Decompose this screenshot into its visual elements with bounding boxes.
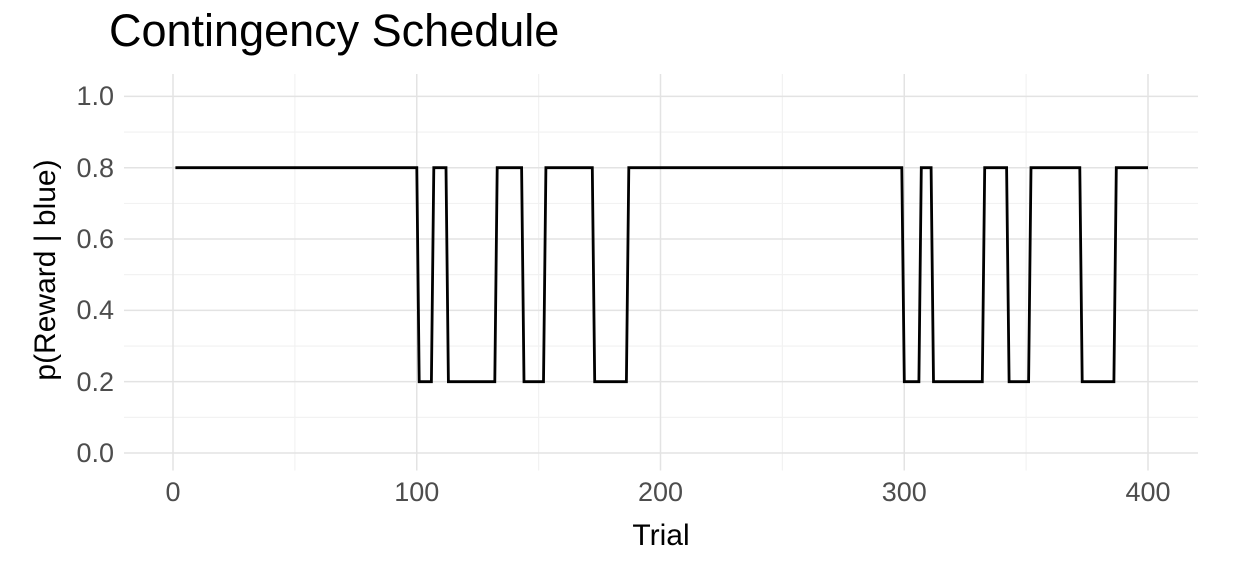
y-tick-label: 0.4 [76, 295, 114, 326]
x-tick-label: 0 [165, 477, 181, 507]
y-tick-label: 1.0 [76, 81, 114, 112]
x-tick-label: 200 [637, 477, 684, 507]
x-tick-label: 100 [394, 477, 440, 507]
y-tick-label: 0.2 [76, 366, 114, 397]
y-tick-label: 0.6 [76, 224, 114, 255]
y-tick-label: 0.8 [76, 152, 114, 183]
y-axis-title: p(Reward | blue) [29, 159, 62, 381]
x-axis-title: Trial [632, 519, 690, 552]
x-tick-label: 400 [1125, 477, 1171, 507]
x-tick-label: 300 [881, 477, 927, 507]
chart-title: Contingency Schedule [109, 5, 560, 56]
contingency-step-line [175, 166, 1148, 384]
y-tick-label: 0.0 [76, 438, 114, 468]
